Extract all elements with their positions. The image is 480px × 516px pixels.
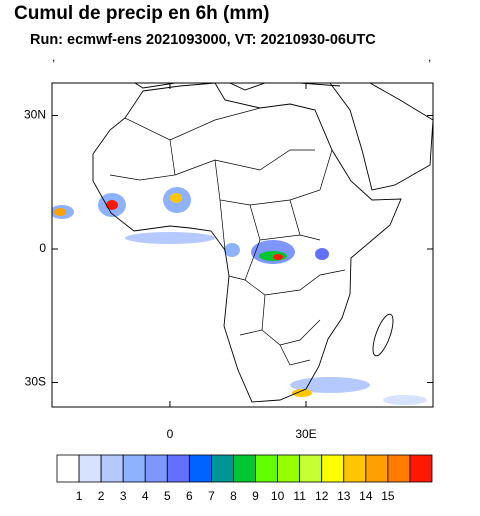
- colorbar-label: 8: [230, 489, 237, 503]
- colorbar-label: 9: [252, 489, 259, 503]
- colorbar-label: 6: [186, 489, 193, 503]
- colorbar: 1 2 3 4 5 6 7 8 9 10 11 12 13 14 15: [56, 454, 433, 503]
- madagascar: [372, 313, 394, 357]
- colorbar-label: 14: [359, 489, 373, 503]
- colorbar-box: [365, 454, 389, 483]
- right-string: ,: [428, 50, 431, 64]
- left-string: ,: [52, 50, 55, 64]
- colorbar-box: [166, 454, 190, 483]
- colorbar-label: 11: [293, 489, 306, 503]
- subtitle: Run: ecmwf-ens 2021093000, VT: 20210930-…: [30, 32, 376, 48]
- colorbar-box: [100, 454, 124, 483]
- europe-coast: [134, 83, 341, 91]
- colorbar-label: 7: [208, 489, 215, 503]
- colorbar-label: 4: [142, 489, 149, 503]
- colorbar-box: [56, 454, 80, 483]
- colorbar-label: 15: [381, 489, 395, 503]
- colorbar-box: [144, 454, 168, 483]
- colorbar-label: 3: [120, 489, 127, 503]
- lon-tick-label: 0: [167, 427, 174, 441]
- colorbar-box: [299, 454, 323, 483]
- colorbar-label: 12: [315, 489, 329, 503]
- colorbar-label: 10: [271, 489, 285, 503]
- colorbar-label: 1: [76, 489, 83, 503]
- lat-tick-label: 30S: [25, 375, 46, 389]
- lat-tick-label: 0: [39, 241, 46, 255]
- colorbar-box: [188, 454, 212, 483]
- precip-fields: [52, 187, 427, 405]
- colorbar-label: 5: [164, 489, 171, 503]
- colorbar-box: [343, 454, 367, 483]
- colorbar-box: [321, 454, 345, 483]
- lon-tick-label: 30E: [295, 427, 316, 441]
- lat-tick-label: 30N: [24, 108, 46, 122]
- colorbar-box: [277, 454, 301, 483]
- colorbar-box: [409, 454, 433, 483]
- map: 30N 0 30S 0 30E: [24, 82, 434, 441]
- colorbar-box: [255, 454, 278, 483]
- colorbar-box: [233, 454, 256, 483]
- borders: [109, 107, 346, 366]
- colorbar-box: [211, 454, 234, 483]
- colorbar-box: [122, 454, 146, 483]
- colorbar-label: 13: [337, 489, 351, 503]
- colorbar-label: 2: [98, 489, 105, 503]
- map-frame: [51, 82, 434, 408]
- arabia-coast: [329, 83, 433, 191]
- africa-coast: [92, 83, 402, 403]
- colorbar-box: [78, 454, 102, 483]
- title: Cumul de precip en 6h (mm): [14, 3, 269, 24]
- colorbar-box: [387, 454, 411, 483]
